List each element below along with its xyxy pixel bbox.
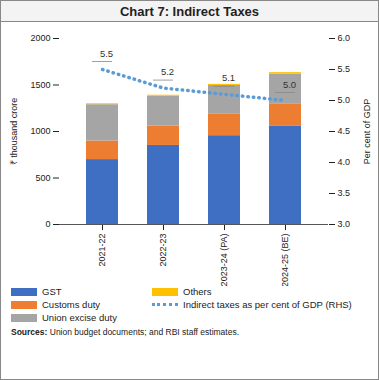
svg-text:Per cent of GDP: Per cent of GDP	[362, 99, 372, 165]
html-text:Chart 7: Indirect Taxes: Chart 7: Indirect Taxes	[119, 4, 260, 19]
svg-text:500: 500	[35, 173, 50, 183]
html-text:GST: GST	[42, 286, 62, 297]
svg-text:5.0: 5.0	[283, 79, 296, 90]
svg-text:5.5: 5.5	[100, 48, 113, 59]
svg-text:1000: 1000	[30, 126, 50, 136]
svg-text:5.5: 5.5	[338, 64, 351, 74]
svg-text:2023-24 (PA): 2023-24 (PA)	[219, 234, 229, 287]
svg-text:2021-22: 2021-22	[97, 234, 107, 267]
html-text:Others: Others	[183, 286, 212, 297]
svg-text:5.0: 5.0	[338, 95, 351, 105]
svg-text:4.5: 4.5	[338, 126, 351, 136]
html-text:Indirect taxes as per cent of: Indirect taxes as per cent of GDP (RHS)	[183, 299, 352, 310]
svg-text:6.0: 6.0	[338, 33, 351, 43]
svg-text:3.5: 3.5	[338, 188, 351, 198]
svg-text:0: 0	[45, 219, 50, 229]
svg-text:2022-23: 2022-23	[158, 234, 168, 267]
svg-text:2000: 2000	[30, 33, 50, 43]
svg-text:4.0: 4.0	[338, 157, 351, 167]
svg-text:1500: 1500	[30, 80, 50, 90]
svg-text:2024-25 (BE): 2024-25 (BE)	[280, 233, 290, 286]
svg-text:₹ thousand crore: ₹ thousand crore	[9, 98, 19, 166]
html-text:Sources: Union budget document: Sources: Union budget documents; and RBI…	[11, 327, 240, 337]
html-text:Union excise duty: Union excise duty	[42, 312, 117, 323]
svg-text:5.1: 5.1	[222, 72, 235, 83]
html-text:Customs duty: Customs duty	[42, 299, 101, 310]
svg-text:3.0: 3.0	[338, 219, 351, 229]
svg-text:5.2: 5.2	[161, 66, 174, 77]
